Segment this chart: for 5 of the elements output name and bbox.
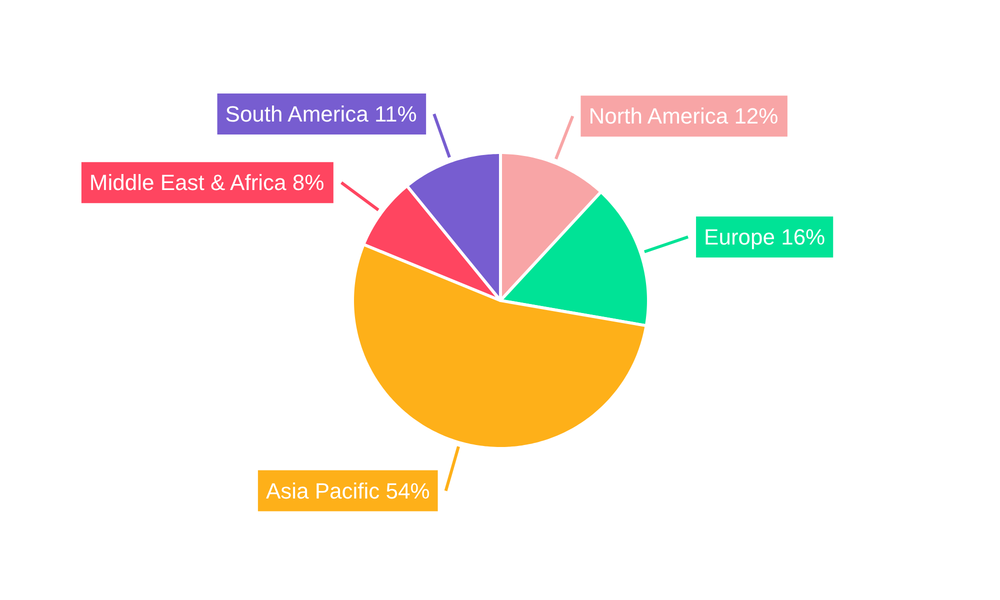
slice-label: Asia Pacific 54% xyxy=(266,478,430,504)
slice-label: North America 12% xyxy=(588,104,778,129)
slice-label: Europe 16% xyxy=(704,224,826,250)
slice-label: Middle East & Africa 8% xyxy=(89,170,324,196)
slice-label: South America 11% xyxy=(225,101,417,126)
